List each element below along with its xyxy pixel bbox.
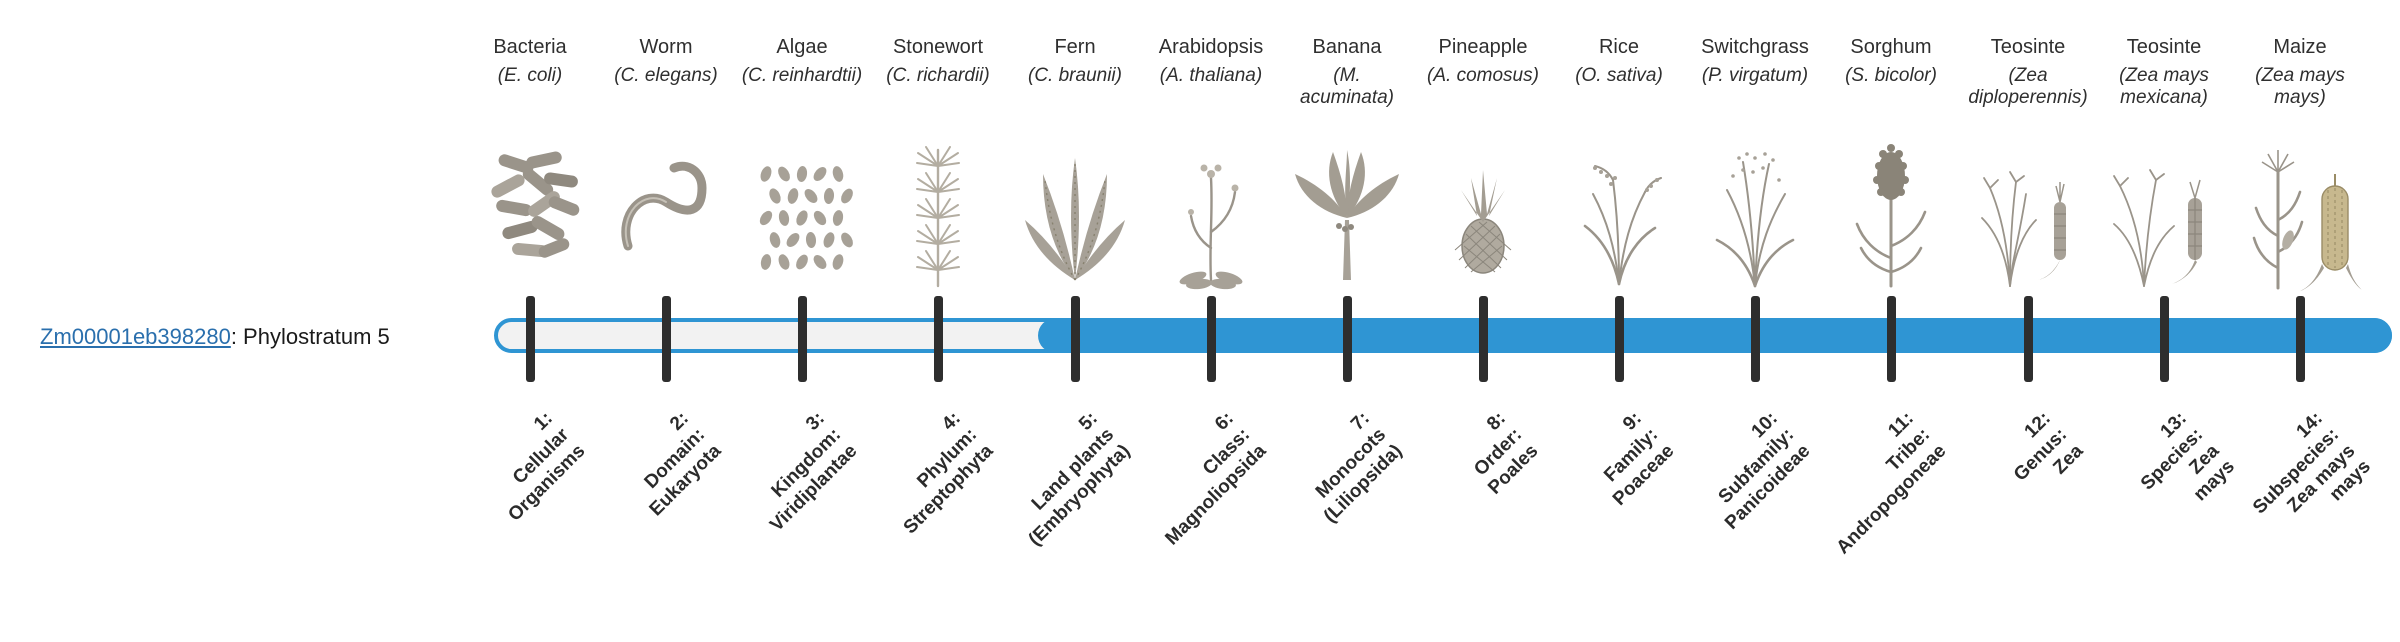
organism-common-name: Teosinte	[1990, 36, 2066, 58]
organism-column-sorghum: Sorghum (S. bicolor)	[1829, 36, 1953, 288]
organism-scientific-name: (E. coli)	[497, 65, 563, 86]
organism-common-name: Arabidopsis	[1158, 36, 1264, 58]
bacteria-icon	[468, 128, 592, 303]
organism-column-worm: Worm (C. elegans)	[604, 36, 728, 251]
stonewort-icon	[876, 128, 1000, 303]
stratum-tick-12	[2024, 296, 2033, 382]
organism-scientific-name: (A. thaliana)	[1159, 65, 1263, 86]
rice-icon	[1557, 128, 1681, 303]
stratum-tick-11	[1887, 296, 1896, 382]
organism-column-banana: Banana (M. acuminata)	[1285, 36, 1409, 280]
organism-column-algae: Algae (C. reinhardtii)	[740, 36, 864, 272]
stratum-tick-1	[526, 296, 535, 382]
organism-scientific-name: (S. bicolor)	[1845, 65, 1937, 86]
fern-icon	[1013, 128, 1137, 303]
organism-column-teosinte-diploperennis: Teosinte (Zea diploperennis)	[1966, 36, 2090, 287]
arabidopsis-icon	[1149, 128, 1273, 303]
organism-column-teosinte-mexicana: Teosinte (Zea mays mexicana)	[2102, 36, 2226, 287]
organism-scientific-name: (Zea diploperennis)	[1968, 65, 2088, 108]
stratum-tick-14	[2296, 296, 2305, 382]
organism-scientific-name: (C. braunii)	[1028, 65, 1122, 86]
organism-scientific-name: (M. acuminata)	[1300, 65, 1394, 108]
stratum-tick-7	[1343, 296, 1352, 382]
maize-icon	[2238, 128, 2362, 303]
organism-column-pineapple: Pineapple (A. comosus)	[1421, 36, 1545, 274]
timeline-bar-fill	[1038, 318, 2392, 353]
organism-common-name: Bacteria	[493, 36, 567, 58]
banana-icon	[1285, 128, 1409, 303]
phylostratum-viewer: Zm00001eb398280: Phylostratum 5 Bacteria…	[40, 36, 2392, 558]
organism-common-name: Switchgrass	[1701, 36, 1809, 58]
pineapple-icon	[1421, 128, 1545, 303]
organism-common-name: Worm	[639, 36, 693, 58]
organism-scientific-name: (C. elegans)	[614, 65, 718, 86]
stratum-tick-6	[1207, 296, 1216, 382]
organism-column-switchgrass: Switchgrass (P. virgatum)	[1693, 36, 1817, 288]
stratum-tick-3	[798, 296, 807, 382]
organism-common-name: Rice	[1598, 36, 1639, 58]
stratum-tick-5	[1071, 296, 1080, 382]
sorghum-icon	[1829, 128, 1953, 303]
organism-common-name: Fern	[1054, 36, 1096, 58]
organism-common-name: Banana	[1312, 36, 1382, 58]
switchgrass-icon	[1693, 128, 1817, 303]
organism-common-name: Teosinte	[2126, 36, 2202, 58]
organism-common-name: Algae	[776, 36, 828, 58]
organism-scientific-name: (Zea mays mexicana)	[2119, 65, 2209, 108]
organism-common-name: Stonewort	[892, 36, 984, 58]
worm-icon	[604, 128, 728, 303]
stratum-tick-2	[662, 296, 671, 382]
organism-scientific-name: (O. sativa)	[1575, 65, 1663, 86]
algae-icon	[740, 128, 864, 303]
phylostratum-text: : Phylostratum 5	[230, 324, 390, 349]
organism-common-name: Pineapple	[1438, 36, 1528, 58]
stratum-tick-4	[934, 296, 943, 382]
organism-scientific-name: (P. virgatum)	[1701, 65, 1809, 86]
organism-column-rice: Rice (O. sativa)	[1557, 36, 1681, 286]
teosinte-mexicana-icon	[2102, 128, 2226, 303]
organism-column-stonewort: Stonewort (C. richardii)	[876, 36, 1000, 288]
stratum-tick-10	[1751, 296, 1760, 382]
organism-column-bacteria: Bacteria (E. coli)	[468, 36, 592, 258]
stratum-tick-8	[1479, 296, 1488, 382]
organism-column-fern: Fern (C. braunii)	[1013, 36, 1137, 281]
organism-column-maize: Maize (Zea mays mays)	[2238, 36, 2362, 292]
organism-common-name: Sorghum	[1850, 36, 1932, 58]
organism-scientific-name: (Zea mays mays)	[2255, 65, 2345, 108]
gene-label: Zm00001eb398280: Phylostratum 5	[40, 324, 390, 350]
organism-scientific-name: (C. richardii)	[886, 65, 990, 86]
organism-scientific-name: (A. comosus)	[1427, 65, 1539, 86]
organism-scientific-name: (C. reinhardtii)	[741, 65, 863, 86]
teosinte-diploperennis-icon	[1966, 128, 2090, 303]
stratum-tick-9	[1615, 296, 1624, 382]
gene-id-link[interactable]: Zm00001eb398280	[40, 324, 231, 349]
organism-common-name: Maize	[2273, 36, 2327, 58]
stratum-tick-13	[2160, 296, 2169, 382]
organism-column-arabidopsis: Arabidopsis (A. thaliana)	[1149, 36, 1273, 290]
